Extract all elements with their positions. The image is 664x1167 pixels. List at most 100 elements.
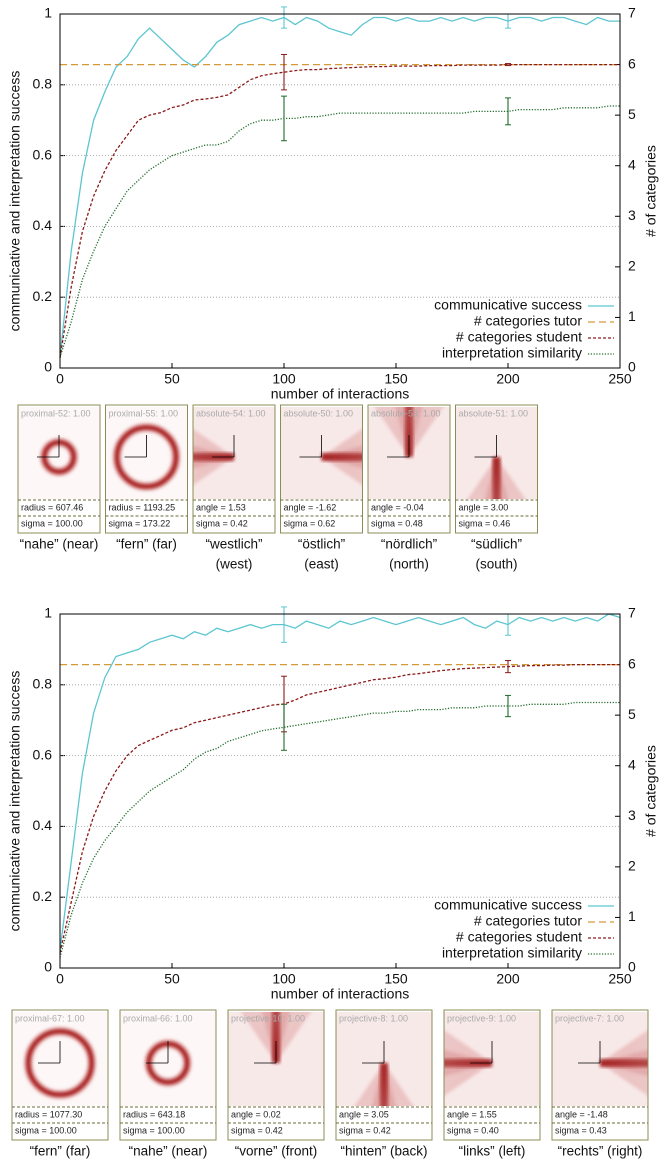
- direction-beam: [272, 1012, 280, 1063]
- series-line: [59, 63, 620, 359]
- y2-axis-label: # of categories: [643, 145, 659, 237]
- x-tick-label: 250: [608, 371, 632, 387]
- panel-caption: “nahe” (near): [129, 1144, 208, 1159]
- panel-frame: [105, 404, 188, 534]
- y2-tick-label: 5: [628, 706, 636, 722]
- panel-caption: “hinten” (back): [340, 1144, 427, 1159]
- direction: [467, 457, 526, 499]
- direction: [193, 407, 234, 499]
- error-bar: [505, 694, 511, 718]
- panel-param: sigma = 100.00: [21, 518, 83, 528]
- y2-tick-label: 4: [628, 756, 636, 772]
- panel-frame: [280, 404, 363, 534]
- panel-frame: [367, 404, 451, 534]
- panel-frame: [192, 404, 276, 534]
- panel-param: sigma = 173.22: [109, 518, 171, 528]
- panel-caption: (east): [304, 557, 339, 572]
- panel: projective-7: 1.00 angle = -1.48 sigma = 0…: [551, 1009, 649, 1159]
- x-tick-label: 100: [272, 371, 296, 387]
- y2-tick-label: 5: [628, 106, 636, 122]
- y-tick-label: 0.4: [33, 217, 53, 233]
- legend-label: # categories tutor: [474, 913, 583, 929]
- series-line: [59, 663, 620, 953]
- panel-frame: [455, 404, 538, 534]
- error-bar: [281, 606, 287, 643]
- heatmap: [455, 407, 538, 499]
- x-tick-label: 200: [496, 371, 520, 387]
- error-bar: [281, 703, 287, 751]
- heatmap: [193, 407, 275, 499]
- chart: 0 0.2 0.4 0.6 0.8 1 0 1 2 3 4 5 6 7 0 50 100 150 200 250 num…: [7, 5, 659, 402]
- legend-label: communicative success: [434, 297, 582, 313]
- panel-param: sigma = 0.42: [231, 1125, 283, 1135]
- direction-beam: [193, 453, 234, 461]
- panel-title: projective-9: 1.00: [447, 1013, 516, 1023]
- panel-caption: “rechts” (right): [558, 1144, 643, 1159]
- panel: absolute-51: 1.00 angle = 3.00 sigma = 0.4…: [455, 404, 538, 572]
- x-tick-label: 50: [164, 371, 180, 387]
- panel: proximal-66: 1.00 radius = 643.18 sigma = …: [119, 1009, 217, 1159]
- y-tick-label: 1: [44, 605, 52, 621]
- panel-caption: “links” (left): [459, 1144, 526, 1159]
- panel-param: sigma = 0.48: [371, 518, 423, 528]
- heatmap: [552, 1012, 648, 1106]
- heatmap: [18, 407, 100, 499]
- y2-tick-label: 7: [628, 5, 636, 21]
- y2-tick-label: 6: [628, 655, 636, 671]
- direction: [444, 1012, 492, 1106]
- panel-title: absolute-50: 1.00: [284, 408, 354, 418]
- plot-frame: [59, 13, 621, 369]
- panel-frame: [335, 1009, 433, 1141]
- panel-param: angle = 3.00: [459, 502, 509, 512]
- panel-title: projective-7: 1.00: [555, 1013, 624, 1023]
- error-bar: [281, 53, 287, 91]
- panel: proximal-52: 1.00 radius = 607.46 sigma = …: [17, 404, 101, 552]
- y-tick-label: 0.8: [33, 76, 53, 92]
- direction: [354, 1063, 414, 1106]
- x-tick-label: 200: [496, 971, 520, 987]
- direction: [240, 1012, 312, 1063]
- error-bar: [281, 95, 287, 142]
- series-line: [59, 613, 621, 951]
- panel-param: angle = 1.55: [447, 1109, 497, 1119]
- panel-caption: “fern” (far): [116, 537, 177, 552]
- panel-param: radius = 643.18: [123, 1109, 185, 1119]
- y-tick-label: 0.4: [33, 817, 53, 833]
- panel: projective-10: 1.00 angle = 0.02 sigma = 0…: [227, 1009, 325, 1159]
- panel-param: angle = 0.02: [231, 1109, 281, 1119]
- x-axis-label: number of interactions: [271, 986, 410, 1002]
- legend-label: communicative success: [434, 897, 582, 913]
- panel-title: proximal-67: 1.00: [15, 1013, 85, 1023]
- panel-frame: [227, 1009, 325, 1141]
- panel-caption: “nördlich”: [381, 537, 437, 552]
- panel: absolute-54: 1.00 angle = 1.53 sigma = 0.4…: [192, 404, 276, 572]
- x-tick-label: 0: [56, 371, 64, 387]
- heatmap: [105, 407, 188, 499]
- y-tick-label: 0.6: [33, 746, 53, 762]
- y-tick-label: 0: [44, 359, 52, 375]
- ring: [114, 425, 179, 489]
- series-line: [59, 105, 620, 358]
- panel-title: projective-8: 1.00: [339, 1013, 408, 1023]
- direction-beam: [444, 1059, 492, 1067]
- panel-title: proximal-52: 1.00: [21, 408, 91, 418]
- y2-tick-label: 1: [628, 908, 636, 924]
- panel-caption: “östlich”: [298, 537, 345, 552]
- panel-caption: “fern” (far): [30, 1144, 91, 1159]
- panel-param: sigma = 0.42: [196, 518, 248, 528]
- panel-title: absolute-51: 1.00: [459, 408, 529, 418]
- x-tick-label: 250: [608, 971, 632, 987]
- y-axis-label: communicative and interpretation success: [7, 71, 23, 332]
- panel-title: projective-10: 1.00: [231, 1013, 305, 1023]
- panel: proximal-55: 1.00 radius = 1193.25 sigma =…: [105, 404, 188, 552]
- legend-label: # categories tutor: [474, 313, 583, 329]
- panel-param: sigma = 100.00: [15, 1125, 77, 1135]
- panel-title: absolute-54: 1.00: [196, 408, 266, 418]
- y2-tick-label: 1: [628, 308, 636, 324]
- x-tick-label: 100: [272, 971, 296, 987]
- direction: [374, 407, 444, 457]
- panel-param: sigma = 100.00: [123, 1125, 185, 1135]
- panel-frame: [11, 1009, 109, 1141]
- panel: projective-9: 1.00 angle = 1.55 sigma = 0.…: [443, 1009, 541, 1159]
